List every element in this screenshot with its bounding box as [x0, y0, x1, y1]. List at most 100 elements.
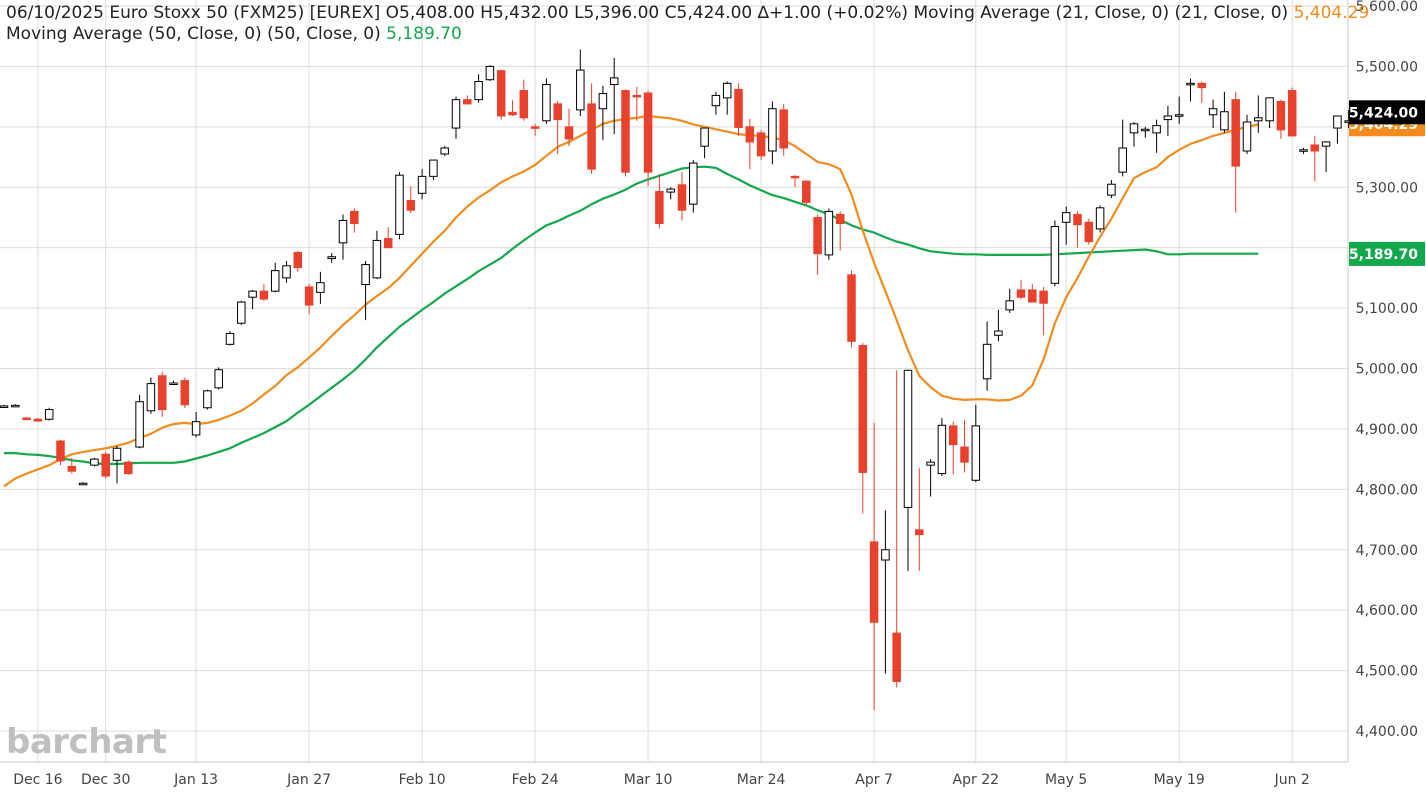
candle-body [372, 239, 382, 279]
candle-body [508, 111, 517, 116]
candle-body [745, 126, 755, 143]
candle-body [994, 330, 1003, 336]
candle-body [474, 81, 483, 101]
legend-low: L5,396.00 [574, 3, 660, 23]
candle-body [33, 418, 43, 422]
candle-body [768, 108, 777, 152]
ma50-price-badge-bg [1349, 241, 1425, 266]
candle-body [1197, 82, 1207, 89]
candle-body [1208, 108, 1218, 116]
candle-body [0, 405, 9, 408]
candle-body [779, 109, 788, 149]
candle-body [78, 482, 88, 486]
legend-open: O5,408.00 [385, 3, 475, 23]
x-tick-label: May 5 [1045, 772, 1087, 788]
candle-body [146, 383, 156, 412]
candle-body [1265, 97, 1274, 122]
x-tick-label: Jan 13 [173, 772, 218, 788]
y-tick-label: 4,400.00 [1356, 724, 1418, 740]
legend-line-1: 06/10/2025 Euro Stoxx 50 (FXM25) [EUREX]… [6, 3, 1369, 24]
candle-body [1141, 128, 1150, 132]
candle-body [915, 529, 924, 536]
candle-body [1084, 221, 1094, 243]
candle-body [395, 174, 404, 235]
candle-body [248, 290, 257, 298]
candle-body [666, 188, 675, 193]
candle-body [157, 375, 167, 411]
candle-body [1118, 147, 1127, 173]
candle-body [722, 82, 732, 99]
candle-body [101, 453, 110, 477]
candle-body [903, 369, 913, 508]
candle-body [22, 417, 31, 421]
candle-body [587, 103, 596, 170]
candle-body [56, 440, 65, 462]
y-tick-label: 5,600.00 [1356, 0, 1418, 15]
candle-body [530, 126, 540, 129]
candle-body [11, 404, 20, 408]
y-tick-label: 4,700.00 [1356, 543, 1418, 559]
barchart-logo: barchart [6, 722, 167, 762]
candle-body [1276, 100, 1286, 131]
candle-body [1107, 183, 1116, 196]
y-tick-label: 5,000.00 [1356, 362, 1418, 378]
ma21-line [3, 114, 1259, 488]
ma50-line [4, 165, 1259, 466]
candle-body [553, 103, 562, 121]
candle-body [90, 458, 99, 466]
last-price-badge: 5,424.00 [1349, 105, 1418, 121]
candle-body [643, 92, 653, 173]
candle-body [383, 238, 393, 249]
candle-body [361, 264, 370, 286]
candle-body [689, 162, 698, 205]
candle-body [847, 274, 856, 342]
candle-body [756, 132, 766, 157]
candle-body [44, 409, 54, 420]
x-tick-label: Apr 7 [855, 772, 893, 788]
legend-ma21-value: 5,404.29 [1293, 3, 1370, 23]
candle-body [1073, 213, 1082, 226]
candle-body [835, 213, 845, 224]
last-price-badge-bg [1349, 100, 1425, 125]
candle-body [451, 99, 461, 129]
x-tick-label: Feb 24 [512, 772, 559, 788]
ma50-price-badge: 5,189.70 [1349, 247, 1418, 263]
candle-body [316, 282, 325, 293]
candle-body [485, 65, 495, 81]
candle-body [790, 175, 800, 179]
candle-body [1129, 123, 1139, 134]
x-tick-label: May 19 [1154, 772, 1205, 788]
candle-body [112, 447, 122, 461]
candle-body [1016, 289, 1026, 298]
candle-body [1321, 141, 1331, 147]
candle-body [440, 147, 449, 155]
candle-body [496, 70, 506, 117]
candle-body [180, 380, 190, 406]
candle-body [802, 180, 811, 203]
candle-body [542, 84, 551, 122]
candle-body [1095, 207, 1105, 230]
x-tick-label: Mar 24 [737, 772, 786, 788]
candle-body [135, 401, 144, 448]
candle-body [293, 252, 303, 269]
candle-body [937, 424, 947, 475]
x-tick-label: Dec 30 [81, 772, 130, 788]
candle-body [259, 290, 269, 300]
candle-body [1028, 289, 1037, 303]
candle-body [282, 265, 291, 279]
candle-body [225, 332, 235, 345]
candle-body [1152, 125, 1161, 134]
candle-body [338, 219, 348, 244]
candle-body [1310, 144, 1320, 152]
candle-body [677, 184, 687, 211]
candle-body [1005, 300, 1014, 311]
candle-body [350, 210, 359, 225]
y-tick-label: 4,500.00 [1356, 664, 1418, 680]
candle-body [700, 127, 709, 147]
legend-ma50-label: Moving Average (50, Close, 0) (50, Close… [6, 24, 381, 44]
candle-body [869, 541, 879, 623]
legend-ma50-value: 5,189.70 [386, 24, 462, 44]
candle-body [609, 77, 619, 86]
x-tick-label: Dec 16 [13, 772, 62, 788]
